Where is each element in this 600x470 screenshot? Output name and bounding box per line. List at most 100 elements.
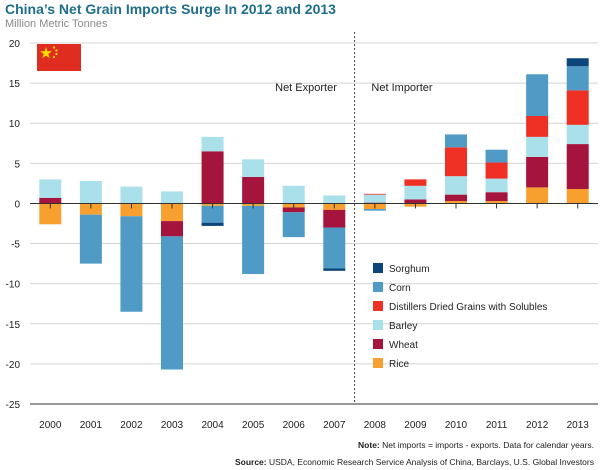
net-exporter-label: Net Exporter (275, 82, 337, 94)
bar-segment-distillers-dried-grains-with-solubles (566, 90, 589, 125)
chart-axes: 20 15 10 5 0 -5 -10 -15 -20 -25 2000 2001 2002 2003 20… (6, 32, 598, 431)
x-tick-label: 2010 (445, 420, 468, 431)
legend-label: Corn (389, 283, 411, 294)
bar-segment-barley (566, 124, 589, 145)
bar-segment-corn (363, 209, 386, 211)
bar-segment-sorghum (323, 268, 346, 271)
china-flag-icon (37, 44, 81, 71)
chart-bars (39, 58, 589, 370)
bar-segment-wheat (242, 176, 265, 204)
x-tick-label: 2004 (201, 420, 224, 431)
bar-segment-corn (445, 134, 467, 148)
bar-segment-wheat (282, 207, 305, 213)
legend-swatch (373, 320, 383, 330)
bar-segment-barley (120, 186, 143, 204)
x-tick-label: 2012 (526, 420, 549, 431)
bar-segment-corn (161, 236, 183, 370)
bar-segment-rice (526, 187, 549, 204)
bar-segment-wheat (161, 221, 183, 237)
note-label: Note: (358, 440, 380, 450)
legend-swatch (373, 301, 383, 311)
bar-segment-rice (445, 201, 467, 204)
x-tick-label: 2013 (567, 420, 590, 431)
bar-segment-distillers-dried-grains-with-solubles (445, 147, 467, 177)
x-tick-label: 2005 (242, 420, 265, 431)
bar-segment-rice (39, 203, 62, 225)
bar-segment-wheat (566, 144, 589, 190)
bar-segment-distillers-dried-grains-with-solubles (485, 162, 508, 179)
legend-label: Distillers Dried Grains with Solubles (389, 302, 547, 313)
source-line: Source: USDA, Economic Research Service … (235, 457, 594, 467)
bar-segment-barley (79, 180, 102, 204)
legend-swatch (373, 263, 383, 273)
bar-segment-barley (242, 159, 265, 177)
legend-label: Rice (389, 359, 409, 370)
x-tick-label: 2006 (283, 420, 306, 431)
y-tick-label: -25 (6, 400, 21, 411)
y-tick-label: -5 (11, 240, 20, 251)
bar-segment-sorghum (201, 222, 224, 226)
bar-segment-wheat (526, 156, 549, 188)
legend-swatch (373, 282, 383, 292)
x-tick-label: 2009 (404, 420, 427, 431)
y-tick-label: -20 (6, 360, 21, 371)
bar-segment-barley (323, 195, 346, 204)
y-tick-label: 0 (14, 199, 20, 210)
y-tick-label: 5 (14, 159, 20, 170)
y-tick-label: -10 (6, 280, 21, 291)
bar-segment-barley (526, 136, 549, 157)
bar-segment-barley (404, 185, 427, 200)
bar-segment-wheat (445, 194, 467, 202)
bar-segment-wheat (201, 151, 224, 204)
source-label: Source: (234, 457, 267, 467)
bar-segment-corn (485, 149, 508, 163)
bar-segment-distillers-dried-grains-with-solubles (526, 116, 549, 137)
source-text: USDA, Economic Research Service Analysis… (266, 457, 594, 467)
chart-subtitle: Million Metric Tonnes (5, 18, 108, 30)
bar-segment-sorghum (566, 58, 589, 67)
x-tick-label: 2002 (120, 420, 143, 431)
bar-segment-wheat (323, 209, 346, 228)
legend-label: Barley (389, 321, 417, 332)
y-tick-label: -15 (6, 320, 21, 331)
legend-label: Wheat (389, 340, 418, 351)
footnote: Note: Net imports = imports - exports. D… (358, 440, 594, 450)
x-tick-label: 2003 (161, 420, 184, 431)
legend-label: Sorghum (389, 264, 430, 275)
chart-title: China’s Net Grain Imports Surge In 2012 … (5, 1, 336, 17)
chart-legend: Sorghum Corn Distillers Dried Grains with … (373, 263, 547, 370)
bar-segment-wheat (404, 199, 427, 204)
bar-segment-barley (485, 178, 508, 193)
bar-segment-distillers-dried-grains-with-solubles (363, 193, 386, 195)
bar-segment-corn (120, 216, 143, 312)
bar-segment-rice (485, 201, 508, 204)
note-text: Net imports = imports - exports. Data fo… (379, 440, 594, 450)
bar-segment-corn (201, 205, 224, 223)
bar-segment-wheat (39, 197, 62, 204)
bar-segment-corn (566, 66, 589, 91)
x-tick-label: 2000 (39, 420, 62, 431)
y-tick-label: 10 (9, 119, 21, 130)
y-tick-label: 20 (9, 39, 21, 50)
chart-gridlines (30, 42, 598, 405)
bar-segment-distillers-dried-grains-with-solubles (404, 179, 427, 186)
x-tick-label: 2011 (486, 420, 508, 431)
bar-segment-corn (526, 74, 549, 117)
bar-segment-barley (363, 194, 386, 203)
legend-swatch (373, 358, 383, 368)
bar-segment-rice (79, 203, 102, 215)
legend-swatch (373, 339, 383, 349)
bar-segment-barley (445, 176, 467, 195)
bar-segment-barley (39, 179, 62, 198)
x-tick-label: 2007 (323, 420, 346, 431)
y-tick-label: 15 (9, 79, 21, 90)
x-tick-label: 2001 (80, 420, 103, 431)
bar-segment-corn (282, 212, 305, 238)
x-tick-label: 2008 (364, 420, 387, 431)
bar-segment-barley (282, 185, 305, 204)
bar-segment-wheat (485, 192, 508, 202)
bar-segment-corn (79, 214, 102, 264)
bar-segment-rice (161, 203, 183, 222)
bar-segment-corn (323, 227, 346, 269)
